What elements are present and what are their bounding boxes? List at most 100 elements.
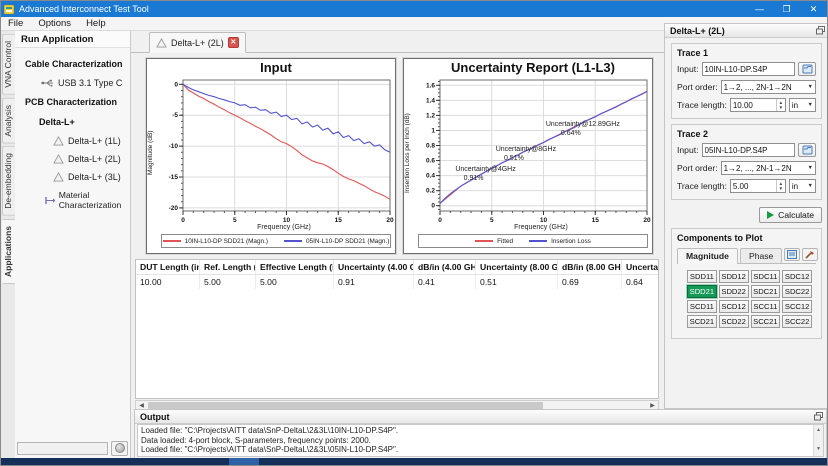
trace2-input-file-field[interactable] xyxy=(701,143,795,157)
sparam-button-scd22[interactable]: SCD22 xyxy=(718,315,749,328)
chart-legend: Fitted Insertion Loss xyxy=(418,234,648,248)
svg-text:0.6: 0.6 xyxy=(426,158,435,165)
tree-item-usb31-typec[interactable]: USB 3.1 Type C xyxy=(15,74,130,92)
sparam-button-scd11[interactable]: SCD11 xyxy=(687,300,717,313)
menu-help[interactable]: Help xyxy=(86,18,106,29)
output-panel: Output Loaded file: "C:\Projects\AITT da… xyxy=(134,409,827,460)
sparam-button-scc22[interactable]: SCC22 xyxy=(782,315,812,328)
trace1-length-field[interactable] xyxy=(730,100,776,110)
sparam-button-scc21[interactable]: SCC21 xyxy=(750,315,781,328)
log-line: Data loaded: 4-port block, S-parameters,… xyxy=(141,435,371,445)
legend-line-sample xyxy=(284,240,302,242)
trace2-group: Trace 2 Input: Port order: 1→2, ..., 2N-… xyxy=(671,124,822,200)
sparam-button-sdd12[interactable]: SDD12 xyxy=(718,270,749,283)
trace2-length-stepper[interactable]: ▲▼ xyxy=(729,179,786,193)
chart-svg: 0 5 10 15 20 0 0.2 0.4 0.6 0.8 1 1.2 1.4 1.6 Uncertain… xyxy=(426,79,651,224)
scroll-right-icon[interactable]: ▶ xyxy=(650,403,655,409)
tab-applications[interactable]: Applications xyxy=(2,219,15,285)
menu-file[interactable]: File xyxy=(8,18,24,29)
window-title: Advanced Interconnect Test Tool xyxy=(19,4,149,14)
tab-de-embedding[interactable]: De-embedding xyxy=(2,146,15,217)
charts-row: Input Magnitude (dB) 0 5 10 15 20 0 -5 -10 -15 -2… xyxy=(145,57,654,255)
sparam-button-sdd21[interactable]: SDD21 xyxy=(686,284,718,299)
trace1-input-file-field[interactable] xyxy=(701,62,795,76)
edit-plot-button[interactable] xyxy=(784,248,801,261)
tab-magnitude[interactable]: Magnitude xyxy=(677,248,738,264)
tree-item-label: Delta-L+ (1L) xyxy=(68,136,121,146)
trace2-port-order-dropdown[interactable]: 1→2, ..., 2N-1→2N ▼ xyxy=(720,161,816,175)
tree-item-delta-l-2l[interactable]: Delta-L+ (2L) xyxy=(15,150,130,168)
close-button[interactable]: ✕ xyxy=(809,3,818,14)
chart-title: Input xyxy=(260,60,292,75)
scrollbar-thumb[interactable] xyxy=(148,402,543,409)
tab-phase[interactable]: Phase xyxy=(739,248,783,263)
stepper-arrows-icon[interactable]: ▲ ▼ xyxy=(775,180,785,192)
tree-item-delta-l-3l[interactable]: Delta-L+ (3L) xyxy=(15,168,130,186)
results-table: DUT Length (in) Ref. Length (in) Effecti… xyxy=(135,259,659,399)
sparam-button-sdd22[interactable]: SDD22 xyxy=(718,285,749,298)
svg-text:Uncertainty@4GHz: Uncertainty@4GHz xyxy=(455,166,516,173)
menu-options[interactable]: Options xyxy=(38,18,72,29)
svg-text:0.2: 0.2 xyxy=(426,188,435,195)
legend-line-sample xyxy=(162,240,181,242)
main-area: Delta-L+ (2L) ✕ Input Magnitude (dB) 0 5 1… xyxy=(131,31,664,430)
svg-text:0: 0 xyxy=(181,217,185,224)
minimize-button[interactable]: — xyxy=(755,4,764,14)
float-pane-icon[interactable] xyxy=(814,412,823,421)
sparam-button-scd21[interactable]: SCD21 xyxy=(687,315,717,328)
sparam-button-sdc11[interactable]: SDC11 xyxy=(750,270,781,283)
taskbar-active-segment xyxy=(229,458,259,465)
tree-item-label: USB 3.1 Type C xyxy=(58,78,123,88)
clear-plot-button[interactable] xyxy=(802,248,819,261)
output-vertical-scrollbar[interactable]: ▲ ▼ xyxy=(813,425,823,456)
abort-button[interactable] xyxy=(111,440,128,456)
calculate-button[interactable]: Calculate xyxy=(759,207,822,223)
title-bar: Advanced Interconnect Test Tool — ❐ ✕ xyxy=(1,1,827,17)
doc-tab-delta-l-2l[interactable]: Delta-L+ (2L) ✕ xyxy=(149,32,246,53)
input-chart: Input Magnitude (dB) 0 5 10 15 20 0 -5 -10 -15 -2… xyxy=(145,57,397,255)
column-header: Uncertainty (8.00 GHz) xyxy=(476,260,558,275)
chart-title: Uncertainty Report (L1-L3) xyxy=(451,60,615,75)
column-header: Uncerta xyxy=(622,260,658,275)
trace1-port-order-dropdown[interactable]: 1→2, ..., 2N-1→2N ▼ xyxy=(720,80,816,94)
trace2-browse-button[interactable] xyxy=(798,143,816,157)
sparam-button-sdc21[interactable]: SDC21 xyxy=(750,285,781,298)
tree-item-delta-l-1l[interactable]: Delta-L+ (1L) xyxy=(15,132,130,150)
tab-analysis[interactable]: Analysis xyxy=(2,97,15,144)
file-browse-icon xyxy=(802,145,812,155)
components-title: Components to Plot xyxy=(677,233,763,243)
sparam-button-scd12[interactable]: SCD12 xyxy=(718,300,749,313)
chart-x-axis-label: Frequency (GHz) xyxy=(514,224,568,231)
float-pane-icon[interactable] xyxy=(816,26,825,35)
trace1-unit-dropdown[interactable]: in ▼ xyxy=(788,98,816,112)
chevron-down-icon: ▼ xyxy=(807,84,813,90)
maximize-button[interactable]: ❐ xyxy=(782,3,791,14)
svg-text:0.4: 0.4 xyxy=(426,173,435,180)
tree-item-material-characterization[interactable]: Material Characterization xyxy=(15,186,130,214)
scroll-down-icon[interactable]: ▼ xyxy=(816,446,821,453)
tree-item-label: Delta-L+ (2L) xyxy=(68,154,121,164)
sparam-button-sdc22[interactable]: SDC22 xyxy=(782,285,812,298)
svg-text:1: 1 xyxy=(431,127,435,134)
trace1-length-stepper[interactable]: ▲▼ xyxy=(729,98,786,112)
trace2-unit-dropdown[interactable]: in ▼ xyxy=(788,179,816,193)
tab-vna-control[interactable]: VNA Control xyxy=(2,34,15,95)
trace1-browse-button[interactable] xyxy=(798,62,816,76)
tab-close-icon[interactable]: ✕ xyxy=(227,37,239,48)
chart-legend: 10IN-L10-DP SDD21 (Magn.) 05IN-L10-DP SDD… xyxy=(161,234,391,248)
scroll-up-icon[interactable]: ▲ xyxy=(816,427,821,433)
legend-entry: Insertion Loss xyxy=(529,238,591,245)
sparam-button-scc12[interactable]: SCC12 xyxy=(782,300,812,313)
legend-line-sample xyxy=(529,240,548,242)
scroll-left-icon[interactable]: ◀ xyxy=(139,403,144,409)
sparam-button-sdd11[interactable]: SDD11 xyxy=(687,270,717,283)
trace2-length-field[interactable] xyxy=(730,181,776,191)
stepper-arrows-icon[interactable]: ▲ ▼ xyxy=(775,99,785,111)
sparam-button-sdc12[interactable]: SDC12 xyxy=(782,270,812,283)
trace1-group: Trace 1 Input: Port order: 1→2, ..., 2N-… xyxy=(671,43,822,119)
sparam-button-scc11[interactable]: SCC11 xyxy=(750,300,781,313)
svg-text:0: 0 xyxy=(438,217,442,224)
column-header: Uncertainty (4.00 GHz) xyxy=(334,260,414,275)
table-cell: 10.00 xyxy=(136,275,200,289)
